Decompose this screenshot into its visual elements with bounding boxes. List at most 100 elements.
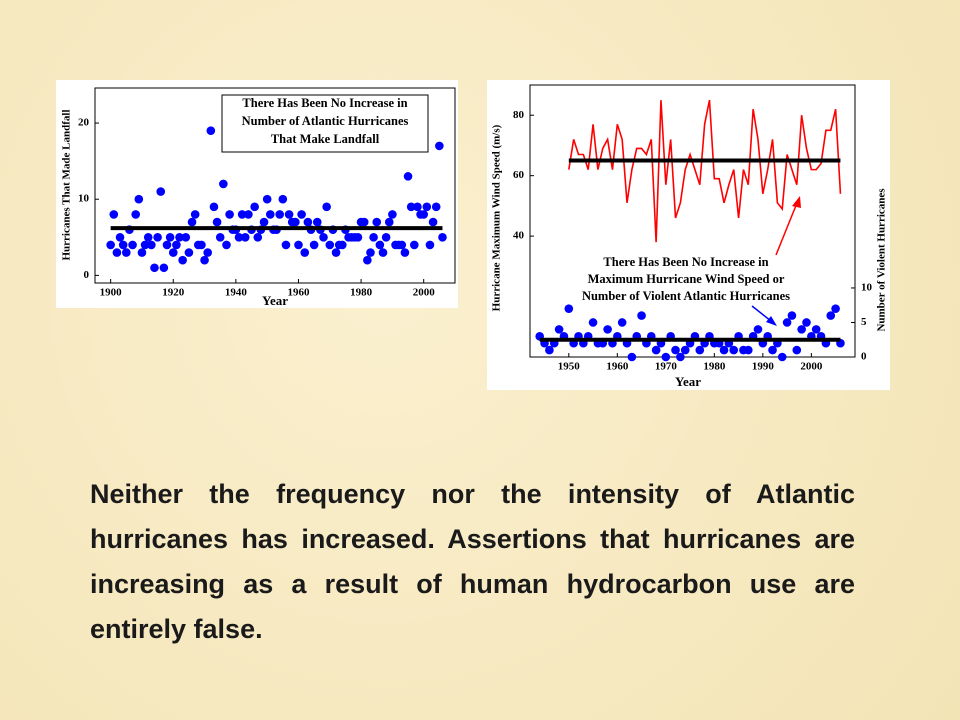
annotation: There Has Been No Increase in xyxy=(603,255,768,269)
dot xyxy=(278,194,288,204)
dot xyxy=(319,232,328,242)
y-tick-label: 60 xyxy=(513,169,525,181)
dot xyxy=(212,217,222,227)
dot xyxy=(240,232,250,242)
y-axis-title: Hurricane Maximum Wind Speed (m/s) xyxy=(491,124,503,311)
dot xyxy=(109,210,119,219)
x-axis-title: Year xyxy=(675,374,701,389)
dot xyxy=(695,345,705,355)
x-tick-label: 1940 xyxy=(225,287,248,299)
dot xyxy=(831,304,840,313)
dot xyxy=(403,172,413,181)
dot xyxy=(651,345,661,355)
dot xyxy=(406,202,416,212)
dot xyxy=(234,232,244,242)
dot xyxy=(802,318,811,327)
line-series xyxy=(568,99,842,243)
y-tick-label: 20 xyxy=(78,117,90,129)
x-tick-label: 1920 xyxy=(162,287,185,299)
dot xyxy=(112,248,122,257)
dot xyxy=(303,217,313,227)
dot xyxy=(150,263,159,273)
x-tick-label: 1980 xyxy=(703,361,726,373)
dot xyxy=(134,194,144,204)
dot xyxy=(262,194,272,204)
dot xyxy=(413,202,422,212)
arrows xyxy=(751,196,801,326)
x-tick-label: 1980 xyxy=(350,287,373,299)
dot xyxy=(294,240,303,250)
x-tick-label: 1900 xyxy=(100,287,123,299)
dot xyxy=(397,240,407,250)
x-tick-label: 2000 xyxy=(800,361,823,373)
dot xyxy=(797,325,806,334)
x-tick-label: 1950 xyxy=(558,361,581,373)
dot xyxy=(359,217,369,227)
dot xyxy=(206,126,216,135)
dot xyxy=(331,248,341,257)
y2-tick-label: 5 xyxy=(861,316,867,328)
dot xyxy=(197,240,206,250)
x-tick-label: 1990 xyxy=(752,361,775,373)
x-tick-label: 1960 xyxy=(287,287,310,299)
dot xyxy=(753,325,763,334)
dot xyxy=(378,248,388,257)
x-tick-label: 2000 xyxy=(413,287,436,299)
dot xyxy=(284,210,294,219)
dot xyxy=(787,311,797,320)
dot xyxy=(811,325,821,334)
dot xyxy=(244,210,253,219)
dot xyxy=(617,318,627,327)
dot xyxy=(143,232,153,242)
annotation-box xyxy=(221,94,429,153)
dot xyxy=(375,240,385,250)
dot xyxy=(190,210,200,219)
dot xyxy=(719,345,729,355)
dot xyxy=(325,240,335,250)
annotation: Number of Atlantic Hurricanes xyxy=(242,114,409,128)
dot xyxy=(281,240,291,250)
dot xyxy=(175,232,184,242)
dot xyxy=(438,232,447,242)
dot xyxy=(222,240,231,250)
dot xyxy=(381,232,391,242)
dot xyxy=(178,255,187,265)
dot xyxy=(147,240,156,250)
dot xyxy=(115,232,125,242)
dot xyxy=(338,240,347,250)
dot xyxy=(312,217,322,227)
dot xyxy=(203,248,212,257)
dot xyxy=(153,232,162,242)
dot xyxy=(140,240,150,250)
dot xyxy=(419,210,428,219)
dot xyxy=(187,217,197,227)
dot xyxy=(209,202,219,212)
plot-frame xyxy=(94,87,456,284)
dot xyxy=(266,210,275,219)
dot xyxy=(729,345,739,355)
dot xyxy=(545,345,554,355)
dot xyxy=(384,217,394,227)
plot-frame xyxy=(529,84,856,358)
dot xyxy=(410,240,419,250)
annotation: Maximum Hurricane Wind Speed or xyxy=(588,272,785,286)
annotation: That Make Landfall xyxy=(271,132,380,146)
dot xyxy=(637,311,646,320)
dot xyxy=(322,202,331,212)
dot xyxy=(219,179,228,189)
y2-tick-label: 0 xyxy=(861,351,867,363)
dot xyxy=(435,141,444,151)
dot xyxy=(777,352,787,362)
dot xyxy=(297,210,306,219)
dot xyxy=(768,345,777,355)
dot xyxy=(369,232,378,242)
dot xyxy=(106,240,115,250)
dot xyxy=(603,325,612,334)
x-tick-label: 1970 xyxy=(655,361,678,373)
annotation: There Has Been No Increase in xyxy=(242,96,407,110)
dot xyxy=(554,325,564,334)
dot xyxy=(184,248,194,257)
dot xyxy=(661,352,671,362)
dot xyxy=(388,210,397,219)
dot xyxy=(680,345,690,355)
